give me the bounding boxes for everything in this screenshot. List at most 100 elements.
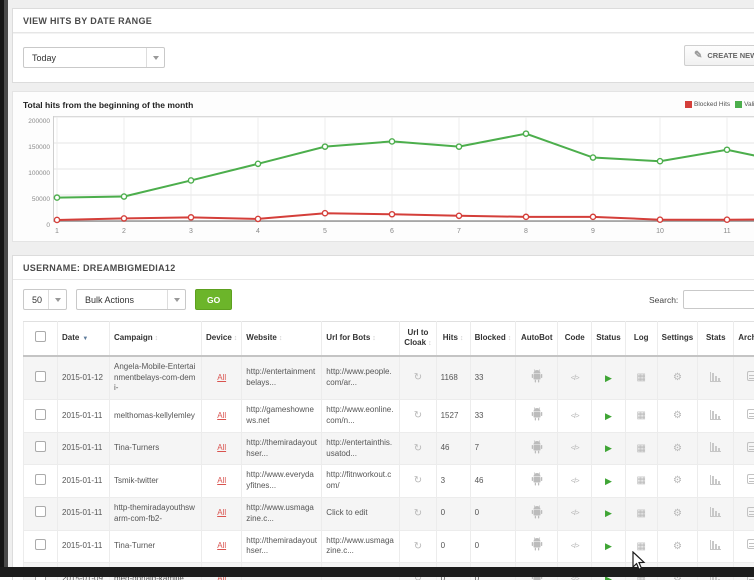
play-status-icon[interactable]: ▶ [604,410,612,421]
legend-swatch [685,101,692,108]
legend-item: Blocked Hits [685,101,730,108]
play-status-icon[interactable]: ▶ [604,508,612,519]
log-grid-icon[interactable]: ▦ [636,507,646,519]
go-button[interactable]: GO [195,289,233,310]
device-link[interactable]: All [217,540,227,550]
archive-box-icon[interactable] [746,539,754,550]
table-row: 2015-01-11 Tsmik-twitter All http://www.… [23,464,754,498]
select-all-checkbox[interactable] [35,331,46,343]
row-checkbox[interactable] [35,506,46,518]
search-area: Search: [649,290,754,309]
refresh-icon[interactable]: ↻ [413,442,423,454]
legend-label: Valid Hits [744,101,754,108]
row-url-for-bots: http://fitnworkout.com/ [326,470,392,491]
row-campaign: http-themiradayouthswarm-com-fb2- [114,502,195,523]
chart-y-axis-labels: 0 50000 100000 150000 200000 [23,115,53,235]
row-checkbox[interactable] [35,441,46,453]
create-new-campaign-button[interactable]: ✎ CREATE NEW CAMPAIGN [684,45,754,66]
search-label: Search: [649,294,679,305]
row-date: 2015-01-11 [62,410,103,420]
code-brackets-icon[interactable]: </> [570,540,580,550]
gear-icon[interactable]: ⚙ [672,410,682,422]
device-link[interactable]: All [217,508,227,518]
column-header-device[interactable]: Device ↕ [200,320,243,357]
gear-icon[interactable]: ⚙ [672,475,682,487]
column-header-hits[interactable]: Hits ↕ [435,320,471,357]
row-checkbox[interactable] [35,473,46,485]
device-link[interactable]: All [217,372,227,382]
bar-chart-stats-icon[interactable] [710,507,722,518]
search-input[interactable] [683,290,754,309]
archive-box-icon[interactable] [746,441,754,452]
play-status-icon[interactable]: ▶ [604,372,612,383]
android-icon[interactable] [531,439,543,454]
gear-icon[interactable]: ⚙ [672,372,682,384]
legend-item: Valid Hits [735,101,754,108]
gear-icon[interactable]: ⚙ [672,507,682,519]
refresh-icon[interactable]: ↻ [413,540,423,552]
date-range-select[interactable]: Today [23,47,165,68]
play-status-icon[interactable]: ▶ [604,475,612,486]
bar-chart-stats-icon[interactable] [710,371,722,382]
column-header-date[interactable]: Date ▼ [57,320,110,357]
code-brackets-icon[interactable]: </> [570,372,580,382]
bar-chart-stats-icon[interactable] [710,409,722,420]
table-row: 2015-01-11 melthomas-kellylemley All htt… [23,399,754,433]
code-brackets-icon[interactable]: </> [570,443,580,453]
legend-label: Blocked Hits [694,101,731,108]
row-checkbox[interactable] [35,370,46,382]
select-all-cell [23,320,58,357]
gear-icon[interactable]: ⚙ [672,540,682,552]
row-url-for-bots: http://www.eonline.com/n... [326,405,394,425]
archive-box-icon[interactable] [746,506,754,517]
archive-box-icon[interactable] [746,371,754,382]
android-icon[interactable] [531,505,543,519]
device-link[interactable]: All [217,443,227,453]
svg-text:9: 9 [591,228,595,235]
bar-chart-stats-icon[interactable] [710,539,722,550]
log-grid-icon[interactable]: ▦ [636,540,646,552]
log-grid-icon[interactable]: ▦ [636,475,646,487]
android-icon[interactable] [531,407,543,421]
row-date: 2015-01-11 [62,475,103,485]
android-icon[interactable] [531,472,543,486]
archive-box-icon[interactable] [746,409,754,420]
code-brackets-icon[interactable]: </> [570,410,580,420]
bar-chart-stats-icon[interactable] [710,474,722,485]
column-header-campaign[interactable]: Campaign ↕ [109,320,202,357]
device-link[interactable]: All [217,410,227,420]
bar-chart-stats-icon[interactable] [710,442,722,453]
gear-icon[interactable]: ⚙ [672,442,682,454]
row-checkbox[interactable] [35,538,46,550]
refresh-icon[interactable]: ↻ [413,372,423,384]
column-header-website[interactable]: Website ↕ [241,320,323,357]
code-brackets-icon[interactable]: </> [570,475,580,485]
row-checkbox[interactable] [35,408,46,420]
refresh-icon[interactable]: ↻ [413,475,423,487]
log-grid-icon[interactable]: ▦ [636,410,646,422]
row-date: 2015-01-11 [62,540,103,550]
svg-text:2: 2 [122,228,126,235]
row-campaign: Tsmik-twitter [114,475,159,485]
code-brackets-icon[interactable]: </> [570,508,580,518]
play-status-icon[interactable]: ▶ [604,540,612,551]
device-link[interactable]: All [217,475,227,485]
bulk-actions-select[interactable]: Bulk Actions [76,289,186,310]
column-header-autobot: AutoBot [515,320,559,357]
android-icon[interactable] [531,537,543,551]
column-header-url-to-cloak[interactable]: Url to Cloak ↕ [399,320,437,357]
refresh-icon[interactable]: ↻ [413,410,423,422]
archive-box-icon[interactable] [746,474,754,485]
refresh-icon[interactable]: ↻ [413,507,423,519]
page-size-select[interactable]: 50 [23,289,67,310]
android-icon[interactable] [531,369,543,383]
log-grid-icon[interactable]: ▦ [636,372,646,384]
row-website: http://themiradayouthser... [246,535,318,556]
column-header-blocked[interactable]: Blocked ↕ [469,320,517,357]
play-status-icon[interactable]: ▶ [604,443,612,454]
row-date: 2015-01-11 [62,508,103,518]
log-grid-icon[interactable]: ▦ [636,442,646,454]
row-website: http://www.everydayfitnes... [246,470,314,491]
column-header-url-for-bots[interactable]: Url for Bots ↕ [321,320,401,357]
legend-swatch [735,101,743,108]
